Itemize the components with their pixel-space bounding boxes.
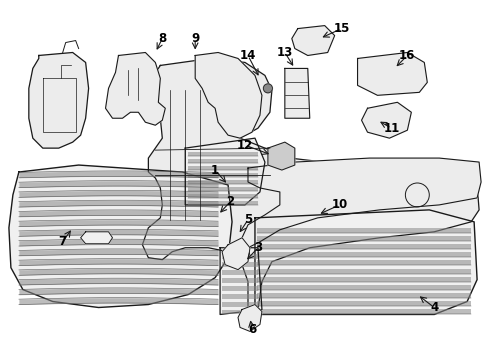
Polygon shape [9,165,232,307]
Polygon shape [268,142,295,170]
Polygon shape [242,158,481,248]
Text: 15: 15 [333,22,350,35]
Text: 11: 11 [383,122,399,135]
Text: 16: 16 [399,49,416,62]
Polygon shape [195,53,262,138]
Text: 3: 3 [254,241,262,254]
Text: 8: 8 [158,32,167,45]
Polygon shape [292,26,335,55]
Text: 13: 13 [277,46,293,59]
Text: 12: 12 [237,139,253,152]
Circle shape [264,84,272,93]
Text: 5: 5 [244,213,252,226]
Polygon shape [81,232,113,244]
Polygon shape [29,53,89,148]
Polygon shape [143,58,479,315]
Polygon shape [255,210,477,315]
Text: 7: 7 [59,235,67,248]
Polygon shape [222,238,250,270]
Text: 9: 9 [191,32,199,45]
Polygon shape [362,102,412,138]
Polygon shape [105,53,165,125]
Text: 2: 2 [226,195,234,208]
Polygon shape [220,248,262,315]
Text: 14: 14 [240,49,256,62]
Text: 6: 6 [248,323,256,336]
Polygon shape [238,305,262,332]
Polygon shape [185,138,265,205]
Text: 4: 4 [430,301,439,314]
Text: 10: 10 [332,198,348,211]
Polygon shape [358,53,427,95]
Polygon shape [285,68,310,118]
Text: 1: 1 [211,163,219,176]
